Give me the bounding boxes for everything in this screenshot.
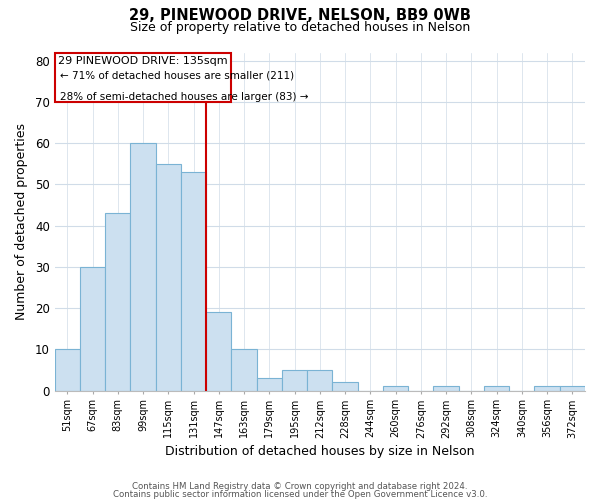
Bar (80, 267, 105, 390)
Text: Contains HM Land Registry data © Crown copyright and database right 2024.: Contains HM Land Registry data © Crown c… (132, 482, 468, 491)
Bar (433, 386, 459, 390)
Bar (332, 382, 358, 390)
Bar (257, 378, 282, 390)
Bar (232, 350, 257, 391)
Text: 29, PINEWOOD DRIVE, NELSON, BB9 0WB: 29, PINEWOOD DRIVE, NELSON, BB9 0WB (129, 8, 471, 22)
Bar (282, 370, 307, 390)
Y-axis label: Number of detached properties: Number of detached properties (15, 123, 28, 320)
FancyBboxPatch shape (55, 52, 232, 102)
Bar (206, 312, 232, 390)
Bar (535, 386, 560, 390)
Bar (383, 386, 408, 390)
Bar (105, 214, 130, 390)
Bar (560, 386, 585, 390)
Text: Contains public sector information licensed under the Open Government Licence v3: Contains public sector information licen… (113, 490, 487, 499)
Bar (307, 370, 332, 390)
Bar (130, 143, 155, 390)
Text: 29 PINEWOOD DRIVE: 135sqm: 29 PINEWOOD DRIVE: 135sqm (58, 56, 228, 66)
X-axis label: Distribution of detached houses by size in Nelson: Distribution of detached houses by size … (165, 444, 475, 458)
Text: Size of property relative to detached houses in Nelson: Size of property relative to detached ho… (130, 21, 470, 34)
Bar (181, 172, 206, 390)
Bar (484, 386, 509, 390)
Text: ← 71% of detached houses are smaller (211): ← 71% of detached houses are smaller (21… (60, 70, 294, 81)
Bar (55, 350, 80, 391)
Bar (155, 164, 181, 390)
Text: 28% of semi-detached houses are larger (83) →: 28% of semi-detached houses are larger (… (60, 92, 308, 102)
